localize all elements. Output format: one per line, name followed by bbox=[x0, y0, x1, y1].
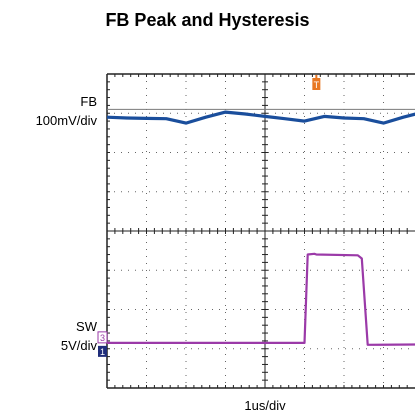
sw-channel-marker-label: 3 bbox=[100, 333, 105, 343]
sw-channel-scale: 5V/div bbox=[60, 338, 97, 353]
ground-marker-label: 1 bbox=[100, 347, 105, 357]
sw-trace bbox=[107, 252, 415, 346]
x-axis-label: 1us/div bbox=[244, 398, 286, 413]
sw-channel-marker bbox=[97, 331, 108, 344]
trigger-marker-label: T bbox=[314, 80, 320, 90]
fb-channel-scale: 100mV/div bbox=[35, 113, 97, 128]
ground-marker bbox=[98, 345, 107, 357]
sw-channel-name: SW bbox=[76, 319, 97, 334]
trigger-marker bbox=[312, 78, 321, 90]
fb-trace bbox=[107, 110, 415, 125]
fb-channel-name: FB bbox=[80, 94, 97, 109]
chart-title: FB Peak and Hysteresis bbox=[105, 10, 310, 30]
